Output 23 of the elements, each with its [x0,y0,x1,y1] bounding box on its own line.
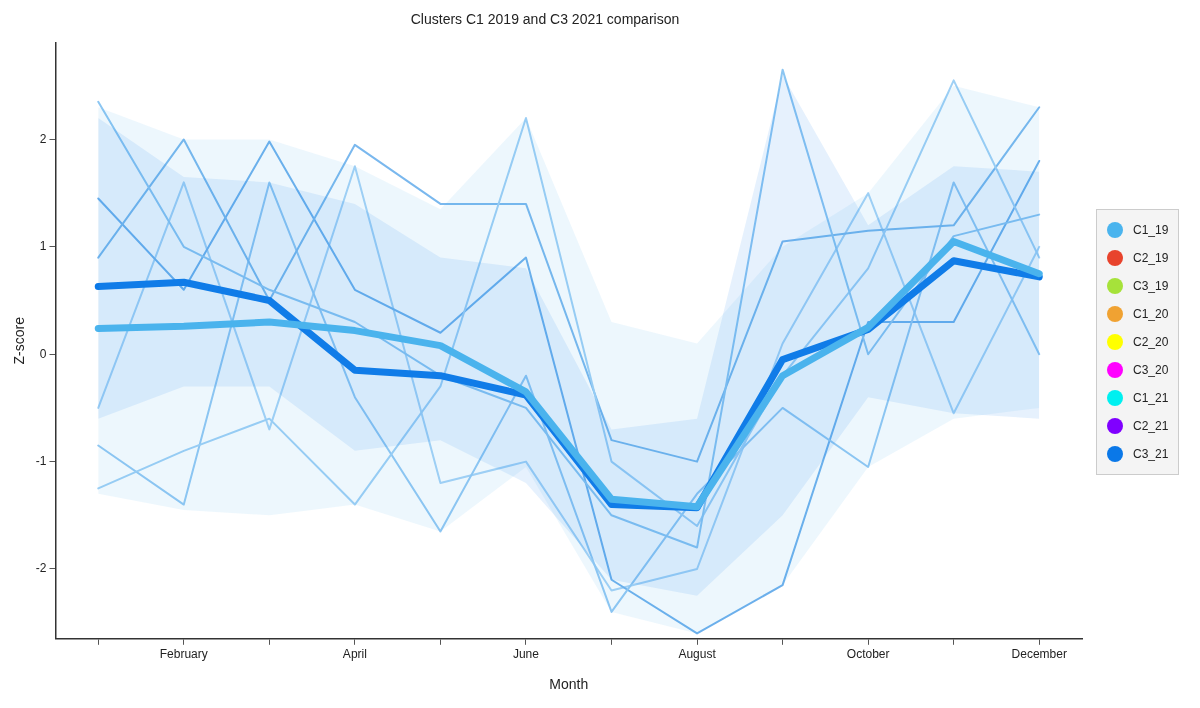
x-tick-label: December [1011,647,1067,662]
legend-label: C2_19 [1133,250,1169,265]
legend-label: C3_21 [1133,446,1169,461]
x-tick-label: October [846,647,890,662]
x-axis-title: Month [549,676,589,693]
x-tick-label: February [159,647,208,662]
y-axis-title: Z-score [11,316,28,365]
legend-label: C1_21 [1133,390,1169,405]
y-tick-label: -1 [35,453,47,468]
y-tick-label: 1 [39,239,47,254]
y-tick-label: 0 [39,346,47,361]
legend-label: C2_20 [1133,334,1169,349]
legend-label: C2_21 [1133,418,1169,433]
chart-title: Clusters C1 2019 and C3 2021 comparison [410,11,680,28]
legend-label: C1_20 [1133,306,1169,321]
x-tick-label: June [512,647,540,662]
x-tick-label: August [678,647,717,662]
legend-label: C3_20 [1133,362,1169,377]
x-tick-label: April [342,647,367,662]
legend-label: C3_19 [1133,278,1169,293]
legend-label: C1_19 [1133,222,1169,237]
y-tick-label: -2 [35,561,47,576]
y-tick-label: 2 [39,131,47,146]
